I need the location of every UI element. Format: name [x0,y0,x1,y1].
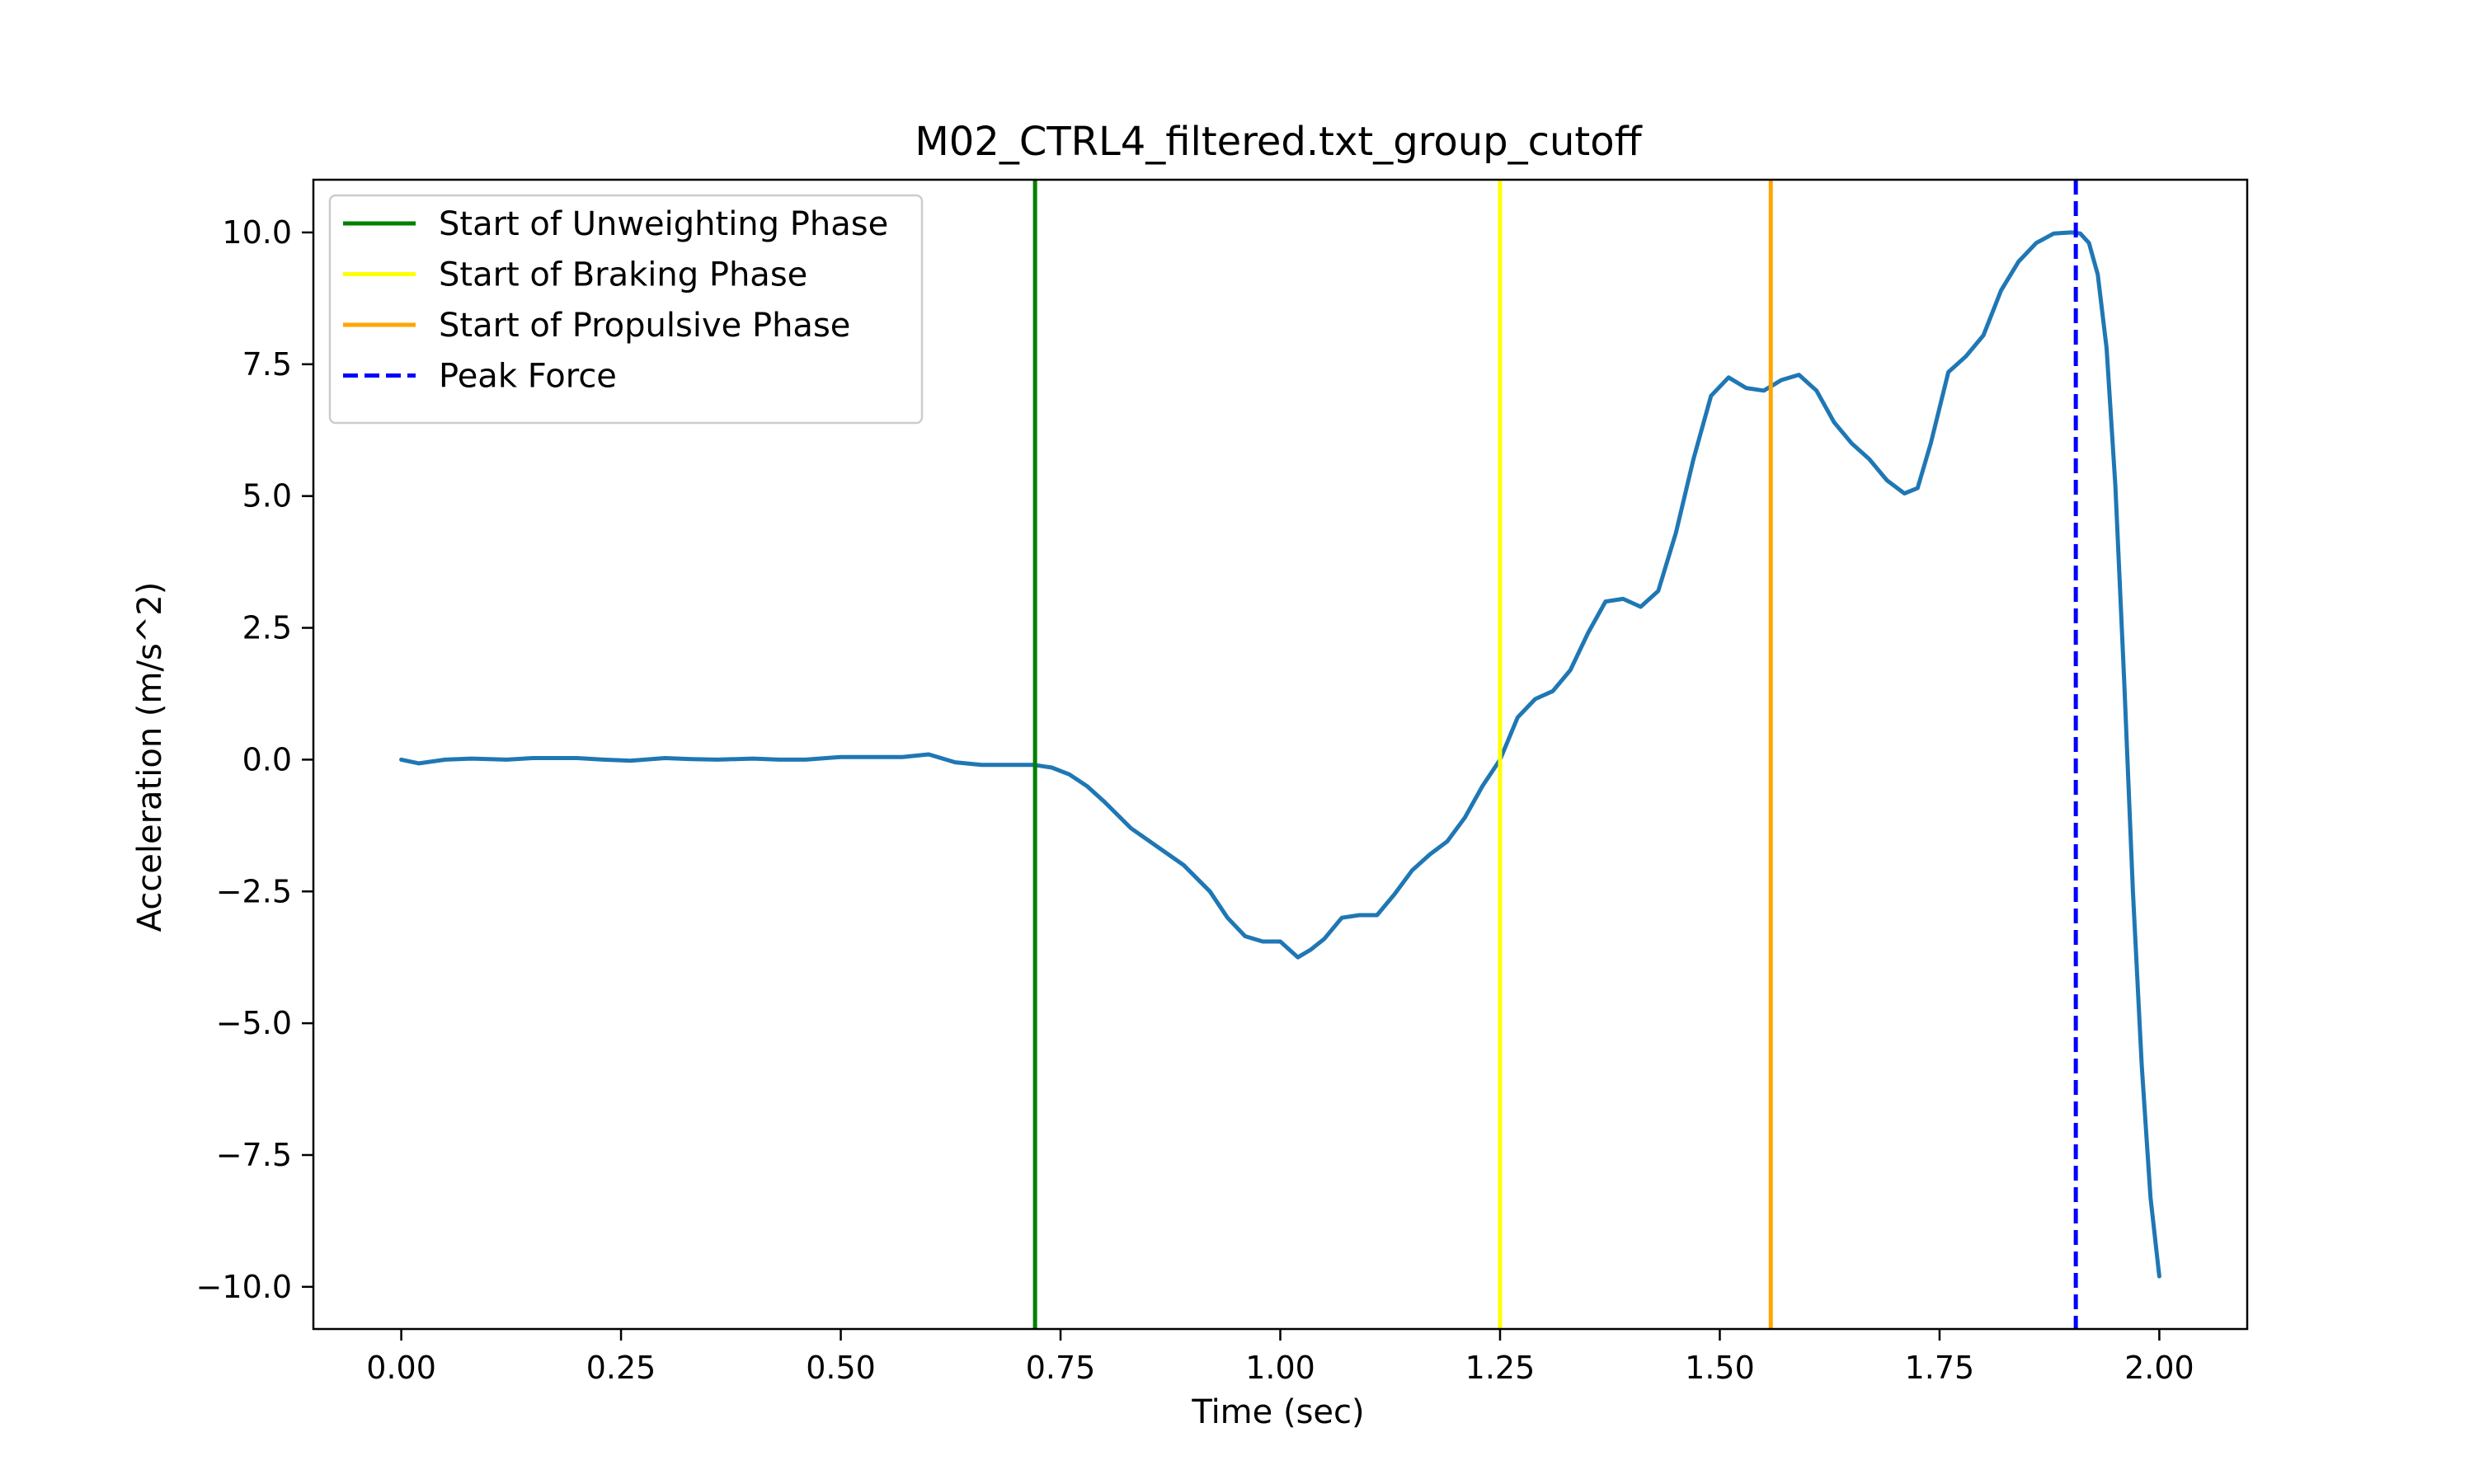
x-axis-label: Time (sec) [1191,1393,1364,1431]
x-tick-label: 0.50 [806,1350,876,1386]
y-tick-label: −10.0 [196,1269,292,1305]
legend-box [328,194,924,425]
x-tick-label: 2.00 [2124,1350,2194,1386]
y-tick-label: 7.5 [242,346,292,383]
chart-title: M02_CTRL4_filtered.txt_group_cutoff [915,119,1642,165]
legend-label-3: Peak Force [439,358,617,396]
y-tick-label: −7.5 [216,1137,292,1173]
plot-area: 0.00 0.25 0.50 0.75 1.00 1.25 1.50 1.75 2.00 10.0… [196,178,2249,1386]
y-tick-label: 0.0 [242,741,292,777]
x-tick-label: 1.00 [1245,1350,1315,1386]
y-tick-label: 5.0 [242,478,292,514]
y-axis-label: Acceleration (m/s^2) [131,582,169,932]
y-tick-label: 2.5 [242,610,292,646]
x-tick-label: 0.25 [586,1350,656,1386]
x-tick-label: 0.00 [366,1350,436,1386]
legend-label-1: Start of Braking Phase [439,256,807,294]
x-tick-label: 1.25 [1465,1350,1536,1386]
legend-label-0: Start of Unweighting Phase [439,205,888,243]
y-tick-label: 10.0 [222,214,292,251]
y-tick-label: −5.0 [216,1005,292,1041]
y-tick-label: −2.5 [216,873,292,909]
x-tick-label: 1.50 [1685,1350,1755,1386]
series-line-0 [399,230,2161,1279]
legend-label-2: Start of Propulsive Phase [439,307,850,345]
x-tick-label: 1.75 [1905,1350,1975,1386]
x-tick-label: 0.75 [1026,1350,1096,1386]
